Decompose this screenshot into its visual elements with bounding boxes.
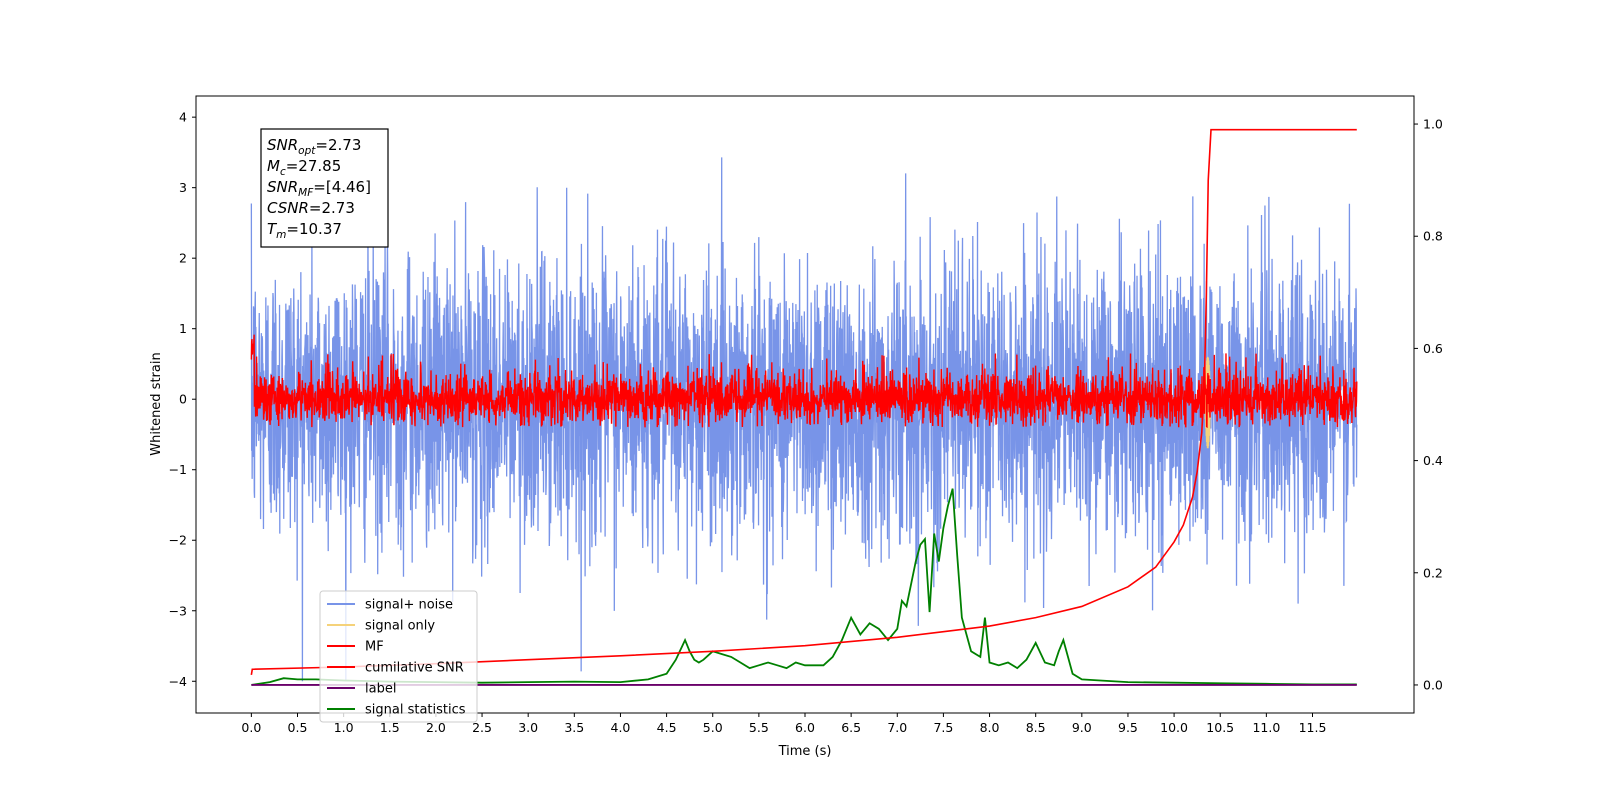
legend-entry-label: signal+ noise bbox=[365, 598, 453, 613]
annotation-symbol: SNR bbox=[267, 136, 298, 154]
annotation-value: =27.85 bbox=[286, 157, 342, 175]
mf-series bbox=[250, 334, 1358, 429]
legend-entry-label: signal statistics bbox=[365, 703, 466, 718]
annotation-line: SNRopt=2.73 bbox=[267, 136, 361, 157]
x-tick-label: 6.5 bbox=[841, 720, 861, 735]
x-tick-label: 6.0 bbox=[795, 720, 815, 735]
annotation-value: =[4.46] bbox=[313, 178, 371, 196]
y-tick-label: 0 bbox=[179, 392, 187, 407]
y2-tick-label: 0.2 bbox=[1423, 565, 1443, 580]
y-axis-left: −4 −3 −2 −1 0 1 2 3 4 bbox=[169, 110, 196, 689]
x-tick-label: 8.0 bbox=[980, 720, 1000, 735]
y-axis-label: Whitened strain bbox=[149, 352, 164, 455]
annotation-subscript: MF bbox=[298, 187, 314, 199]
y-tick-label: 1 bbox=[179, 321, 187, 336]
annotation-line: CSNR=2.73 bbox=[267, 199, 355, 217]
signal-statistics-series bbox=[251, 488, 1357, 686]
x-tick-label: 1.0 bbox=[334, 720, 354, 735]
x-tick-label: 1.5 bbox=[380, 720, 400, 735]
cumulative-snr-series bbox=[250, 128, 1357, 675]
legend-frame bbox=[319, 590, 478, 723]
annotation-line: Tm=10.37 bbox=[267, 220, 342, 241]
annotation-symbol: M bbox=[267, 157, 280, 175]
annotation-line: Mc=27.85 bbox=[267, 157, 341, 178]
y-axis-right: 0.0 0.2 0.4 0.6 0.8 1.0 bbox=[1414, 117, 1443, 692]
x-tick-label: 0.0 bbox=[241, 720, 261, 735]
mf-line bbox=[250, 334, 1358, 429]
x-tick-label: 5.0 bbox=[703, 720, 723, 735]
annotation-box-frame bbox=[260, 128, 389, 248]
legend: signal+ noise signal only MF cumilative SNR… bbox=[319, 590, 478, 723]
x-tick-label: 10.5 bbox=[1206, 720, 1234, 735]
x-tick-label: 9.0 bbox=[1072, 720, 1092, 735]
y-tick-label: 3 bbox=[179, 180, 187, 195]
x-tick-label: 11.0 bbox=[1252, 720, 1280, 735]
annotation-subscript: c bbox=[280, 166, 286, 178]
x-tick-label: 5.5 bbox=[749, 720, 769, 735]
y-tick-label: 2 bbox=[179, 251, 187, 266]
signal-statistics-line bbox=[251, 488, 1357, 686]
x-tick-label: 0.5 bbox=[288, 720, 308, 735]
y2-tick-label: 0.8 bbox=[1423, 229, 1443, 244]
annotation-subscript: opt bbox=[298, 145, 316, 157]
x-tick-label: 10.0 bbox=[1160, 720, 1188, 735]
y-tick-label: −4 bbox=[169, 674, 187, 689]
y-tick-label: −3 bbox=[169, 603, 187, 618]
legend-entry-label: MF bbox=[365, 640, 384, 655]
x-axis: 0.0 0.5 1.0 1.5 2.0 2.5 3.0 3.5 4.0 4.5 5.0 5.5 6.0 6… bbox=[241, 713, 1326, 735]
y-tick-label: 4 bbox=[179, 110, 187, 125]
annotation-box: SNRopt=2.73Mc=27.85SNRMF=[4.46]CSNR=2.73… bbox=[260, 128, 389, 248]
legend-entry-label: label bbox=[365, 682, 396, 697]
legend-entry-label: cumilative SNR bbox=[365, 661, 464, 676]
x-tick-label: 7.0 bbox=[887, 720, 907, 735]
annotation-value: =2.73 bbox=[315, 136, 361, 154]
x-tick-label: 4.5 bbox=[657, 720, 677, 735]
x-axis-label: Time (s) bbox=[778, 744, 832, 759]
legend-entry-label: signal only bbox=[365, 619, 435, 634]
x-tick-label: 3.0 bbox=[518, 720, 538, 735]
annotation-symbol: SNR bbox=[267, 178, 298, 196]
x-tick-label: 8.5 bbox=[1026, 720, 1046, 735]
y2-tick-label: 0.4 bbox=[1423, 453, 1443, 468]
annotation-value: =10.37 bbox=[286, 220, 342, 238]
x-tick-label: 11.5 bbox=[1299, 720, 1327, 735]
annotation-symbol: T bbox=[267, 220, 278, 238]
cumulative-snr-line bbox=[250, 128, 1357, 675]
y-tick-label: −2 bbox=[169, 533, 187, 548]
x-tick-label: 4.0 bbox=[611, 720, 631, 735]
y2-tick-label: 0.0 bbox=[1423, 677, 1443, 692]
x-tick-label: 9.5 bbox=[1118, 720, 1138, 735]
annotation-value: =2.73 bbox=[309, 199, 355, 217]
annotation-subscript: m bbox=[276, 229, 286, 241]
annotation-symbol: CSNR bbox=[267, 199, 309, 217]
x-tick-label: 2.0 bbox=[426, 720, 446, 735]
x-tick-label: 3.5 bbox=[564, 720, 584, 735]
annotation-line: SNRMF=[4.46] bbox=[267, 178, 371, 199]
y2-tick-label: 0.6 bbox=[1423, 341, 1443, 356]
y2-tick-label: 1.0 bbox=[1423, 117, 1443, 132]
x-tick-label: 2.5 bbox=[472, 720, 492, 735]
y-tick-label: −1 bbox=[169, 462, 187, 477]
x-tick-label: 7.5 bbox=[933, 720, 953, 735]
